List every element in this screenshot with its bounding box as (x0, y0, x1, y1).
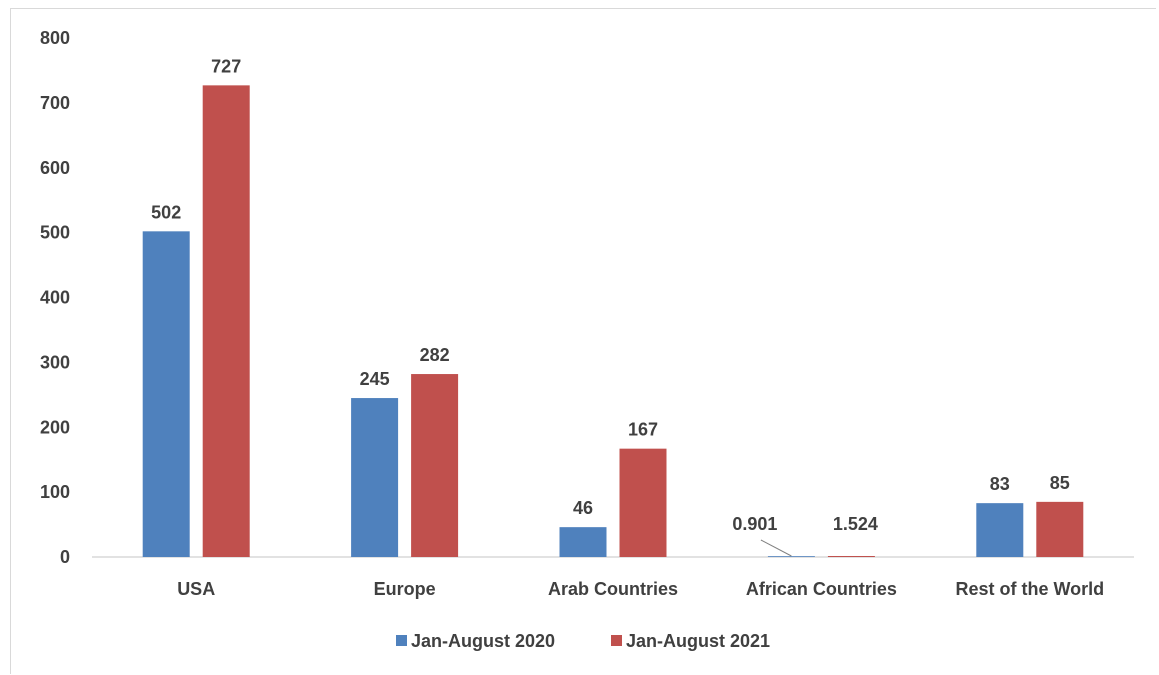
x-category-label: African Countries (746, 579, 897, 599)
data-label: 282 (420, 345, 450, 365)
legend-swatch (396, 635, 407, 646)
data-label: 1.524 (833, 514, 878, 534)
bar-2020 (559, 527, 607, 557)
data-labels: 502 727 245 282 46 167 0.901 1.524 83 85 (151, 56, 1070, 557)
x-category-label: Europe (374, 579, 436, 599)
bars (142, 85, 1084, 557)
x-category-label: USA (177, 579, 215, 599)
legend: Jan-August 2020 Jan-August 2021 (396, 631, 770, 651)
data-label: 85 (1050, 473, 1070, 493)
category-labels: USA Europe Arab Countries African Countries… (177, 579, 1104, 599)
bar-2020 (351, 398, 399, 557)
chart-frame (10, 8, 1156, 674)
x-category-label: Rest of the World (955, 579, 1104, 599)
y-axis: 0 100 200 300 400 500 600 700 800 (40, 28, 70, 567)
bar-2021 (202, 85, 250, 557)
data-label: 167 (628, 420, 658, 440)
y-tick-label: 700 (40, 93, 70, 113)
legend-swatch (611, 635, 622, 646)
bar-2021 (411, 374, 459, 557)
legend-label: Jan-August 2020 (411, 631, 555, 651)
data-label: 727 (211, 56, 241, 76)
y-tick-label: 400 (40, 288, 70, 308)
data-label: 46 (573, 498, 593, 518)
y-tick-label: 500 (40, 223, 70, 243)
bar-2021 (1036, 501, 1084, 557)
y-tick-label: 200 (40, 417, 70, 437)
data-label: 245 (360, 369, 390, 389)
legend-label: Jan-August 2021 (626, 631, 770, 651)
y-tick-label: 800 (40, 28, 70, 48)
data-label: 83 (990, 474, 1010, 494)
data-label: 0.901 (732, 514, 777, 534)
y-tick-label: 100 (40, 482, 70, 502)
bar-2021 (827, 556, 875, 557)
bar-2020 (976, 503, 1024, 557)
bar-2021 (619, 448, 667, 557)
y-tick-label: 0 (60, 547, 70, 567)
data-label: 502 (151, 202, 181, 222)
bar-2020 (767, 556, 815, 557)
y-tick-label: 600 (40, 158, 70, 178)
bar-2020 (142, 231, 190, 557)
leader-line (760, 539, 792, 557)
x-category-label: Arab Countries (548, 579, 678, 599)
y-tick-label: 300 (40, 352, 70, 372)
